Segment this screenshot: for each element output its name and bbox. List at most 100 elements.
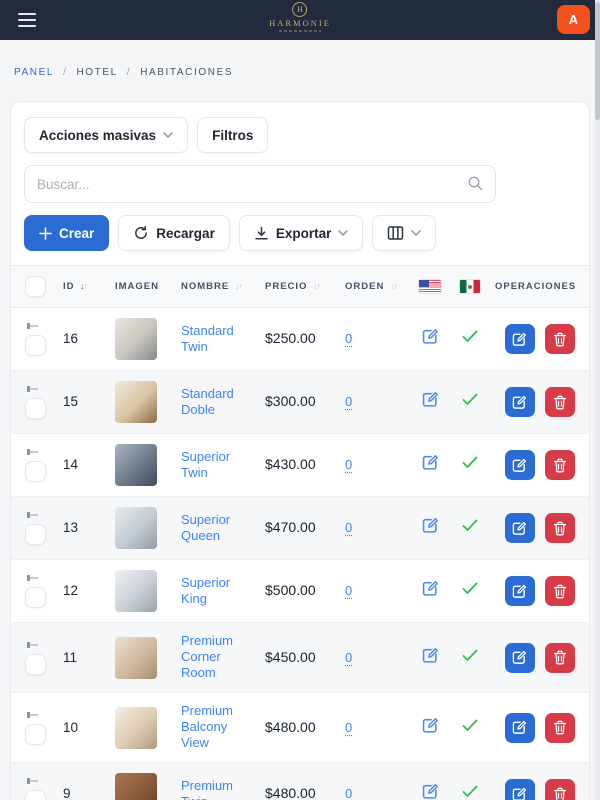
room-price: $470.00 [265,519,316,535]
translate-mx-check-icon [462,785,478,797]
delete-button[interactable] [545,779,576,800]
room-order-link[interactable]: 0 [345,786,353,800]
room-name-link[interactable]: Standard Twin [181,322,234,354]
breadcrumb-hotel[interactable]: HOTEL [76,67,118,78]
translate-en-edit-icon[interactable] [422,517,439,539]
table-row: 10 Premium Balcony View $480.00 0 [11,692,589,763]
translate-en-edit-icon[interactable] [422,328,439,350]
bulk-actions-button[interactable]: Acciones masivas [24,117,189,153]
edit-button[interactable] [504,712,535,743]
drag-handle-icon[interactable] [27,448,39,456]
room-name-link[interactable]: Premium Corner Room [181,633,234,680]
logo-crest-icon: H [292,2,308,17]
translate-en-edit-icon[interactable] [422,580,439,602]
room-id: 12 [63,583,79,598]
column-visibility-button[interactable] [372,215,437,251]
translate-en-edit-icon[interactable] [422,717,439,739]
reload-button[interactable]: Recargar [118,215,230,251]
menu-icon[interactable] [18,9,44,31]
delete-button[interactable] [545,642,576,673]
drag-handle-icon[interactable] [27,511,39,519]
row-checkbox[interactable] [25,790,46,800]
room-thumbnail[interactable] [115,507,157,549]
drag-handle-icon[interactable] [27,385,39,393]
translate-en-edit-icon[interactable] [422,391,439,413]
room-order-link[interactable]: 0 [345,331,353,346]
rooms-table: ID ↓↑ IMAGEN NOMBRE ↓↑ PRECIO ↓↑ ORDEN ↓… [11,265,589,800]
filters-label: Filtros [212,127,254,143]
export-button[interactable]: Exportar [238,215,364,251]
room-name-link[interactable]: Standard Doble [181,385,234,417]
room-thumbnail[interactable] [115,444,157,486]
edit-button[interactable] [504,642,535,673]
translate-mx-check-icon [462,719,478,731]
column-header-orden[interactable]: ORDEN ↓↑ [341,265,411,308]
row-checkbox[interactable] [25,587,46,608]
room-name-link[interactable]: Superior Queen [181,511,231,543]
room-id: 15 [63,394,79,409]
room-order-link[interactable]: 0 [345,649,353,665]
breadcrumb-panel[interactable]: PANEL [14,67,55,78]
filters-button[interactable]: Filtros [197,117,269,153]
column-header-id[interactable]: ID ↓↑ [59,265,111,308]
room-thumbnail[interactable] [115,706,157,749]
room-price: $430.00 [265,456,316,472]
room-name-link[interactable]: Superior Twin [181,448,231,480]
delete-button[interactable] [545,324,576,354]
create-button[interactable]: Crear [24,215,110,251]
breadcrumb-habitaciones: HABITACIONES [140,67,234,78]
column-label: PRECIO [265,281,308,292]
room-name-link[interactable]: Superior King [181,574,231,606]
row-checkbox[interactable] [25,524,46,545]
column-header-precio[interactable]: PRECIO ↓↑ [261,265,341,308]
drag-handle-icon[interactable] [27,574,39,582]
search-input[interactable] [24,165,496,203]
room-order-link[interactable]: 0 [345,520,353,535]
delete-button[interactable] [545,450,576,480]
delete-button[interactable] [545,513,576,543]
room-name-link[interactable]: Premium Twin [181,777,234,800]
edit-button[interactable] [504,387,535,417]
reload-label: Recargar [156,225,215,241]
drag-handle-icon[interactable] [27,777,39,785]
translate-en-edit-icon[interactable] [422,783,439,800]
room-order-link[interactable]: 0 [345,719,353,735]
row-checkbox[interactable] [25,398,46,419]
table-row: 14 Superior Twin $430.00 0 [11,433,589,497]
brand-logo: H HARMONIE [269,2,331,32]
select-all-checkbox[interactable] [25,276,46,297]
drag-handle-icon[interactable] [27,322,39,330]
row-checkbox[interactable] [25,461,46,482]
room-thumbnail[interactable] [115,636,157,679]
drag-handle-icon[interactable] [27,711,39,719]
room-thumbnail[interactable] [115,381,157,423]
room-thumbnail[interactable] [115,570,157,612]
column-header-nombre[interactable]: NOMBRE ↓↑ [177,265,261,308]
user-avatar[interactable]: A [557,5,590,34]
row-checkbox[interactable] [25,653,46,675]
edit-button[interactable] [504,513,535,543]
room-name-link[interactable]: Premium Balcony View [181,703,234,750]
table-row: 9 Premium Twin $480.00 0 [11,762,589,800]
translate-en-edit-icon[interactable] [422,454,439,476]
delete-button[interactable] [545,387,576,417]
edit-button[interactable] [504,576,535,606]
row-checkbox[interactable] [25,723,46,745]
translate-en-edit-icon[interactable] [422,647,439,669]
row-checkbox[interactable] [25,335,46,356]
room-order-link[interactable]: 0 [345,583,353,598]
room-thumbnail[interactable] [115,318,157,360]
drag-handle-icon[interactable] [27,641,39,649]
room-thumbnail[interactable] [115,773,157,800]
edit-button[interactable] [504,324,535,354]
scrollbar-thumb[interactable] [595,2,600,120]
table-row: 12 Superior King $500.00 0 [11,559,589,623]
room-order-link[interactable]: 0 [345,394,353,409]
edit-button[interactable] [504,779,535,800]
room-id: 10 [63,719,79,735]
vertical-scrollbar[interactable] [595,0,600,800]
edit-button[interactable] [504,450,535,480]
delete-button[interactable] [545,576,576,606]
delete-button[interactable] [545,712,576,743]
room-order-link[interactable]: 0 [345,457,353,472]
